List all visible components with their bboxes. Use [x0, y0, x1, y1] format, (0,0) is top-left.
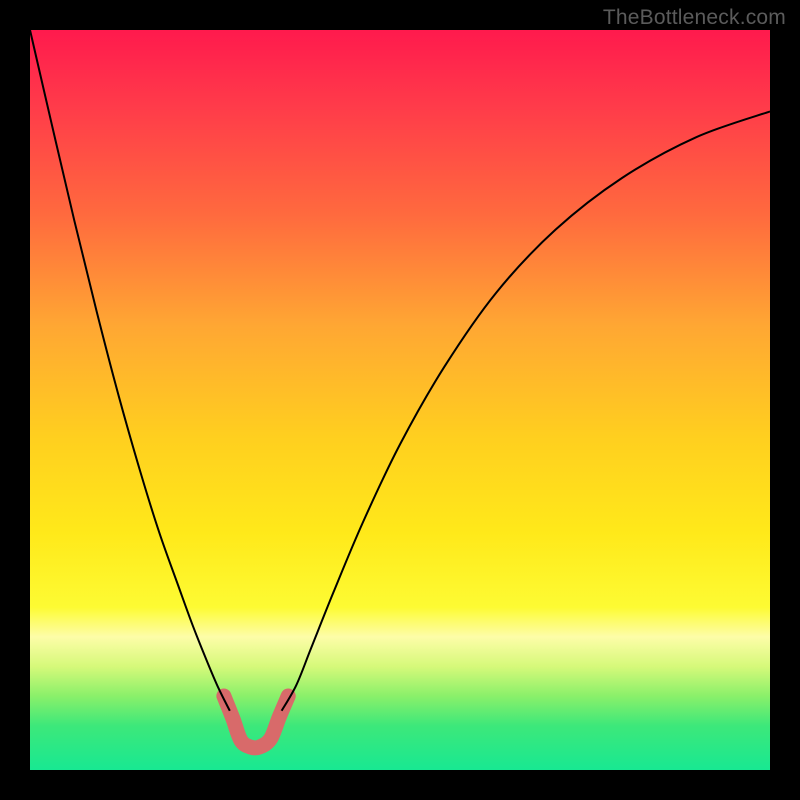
- watermark-label: TheBottleneck.com: [603, 6, 786, 30]
- chart-frame: TheBottleneck.com: [0, 0, 800, 800]
- gradient-background: [30, 30, 770, 770]
- plot-area: [30, 30, 770, 770]
